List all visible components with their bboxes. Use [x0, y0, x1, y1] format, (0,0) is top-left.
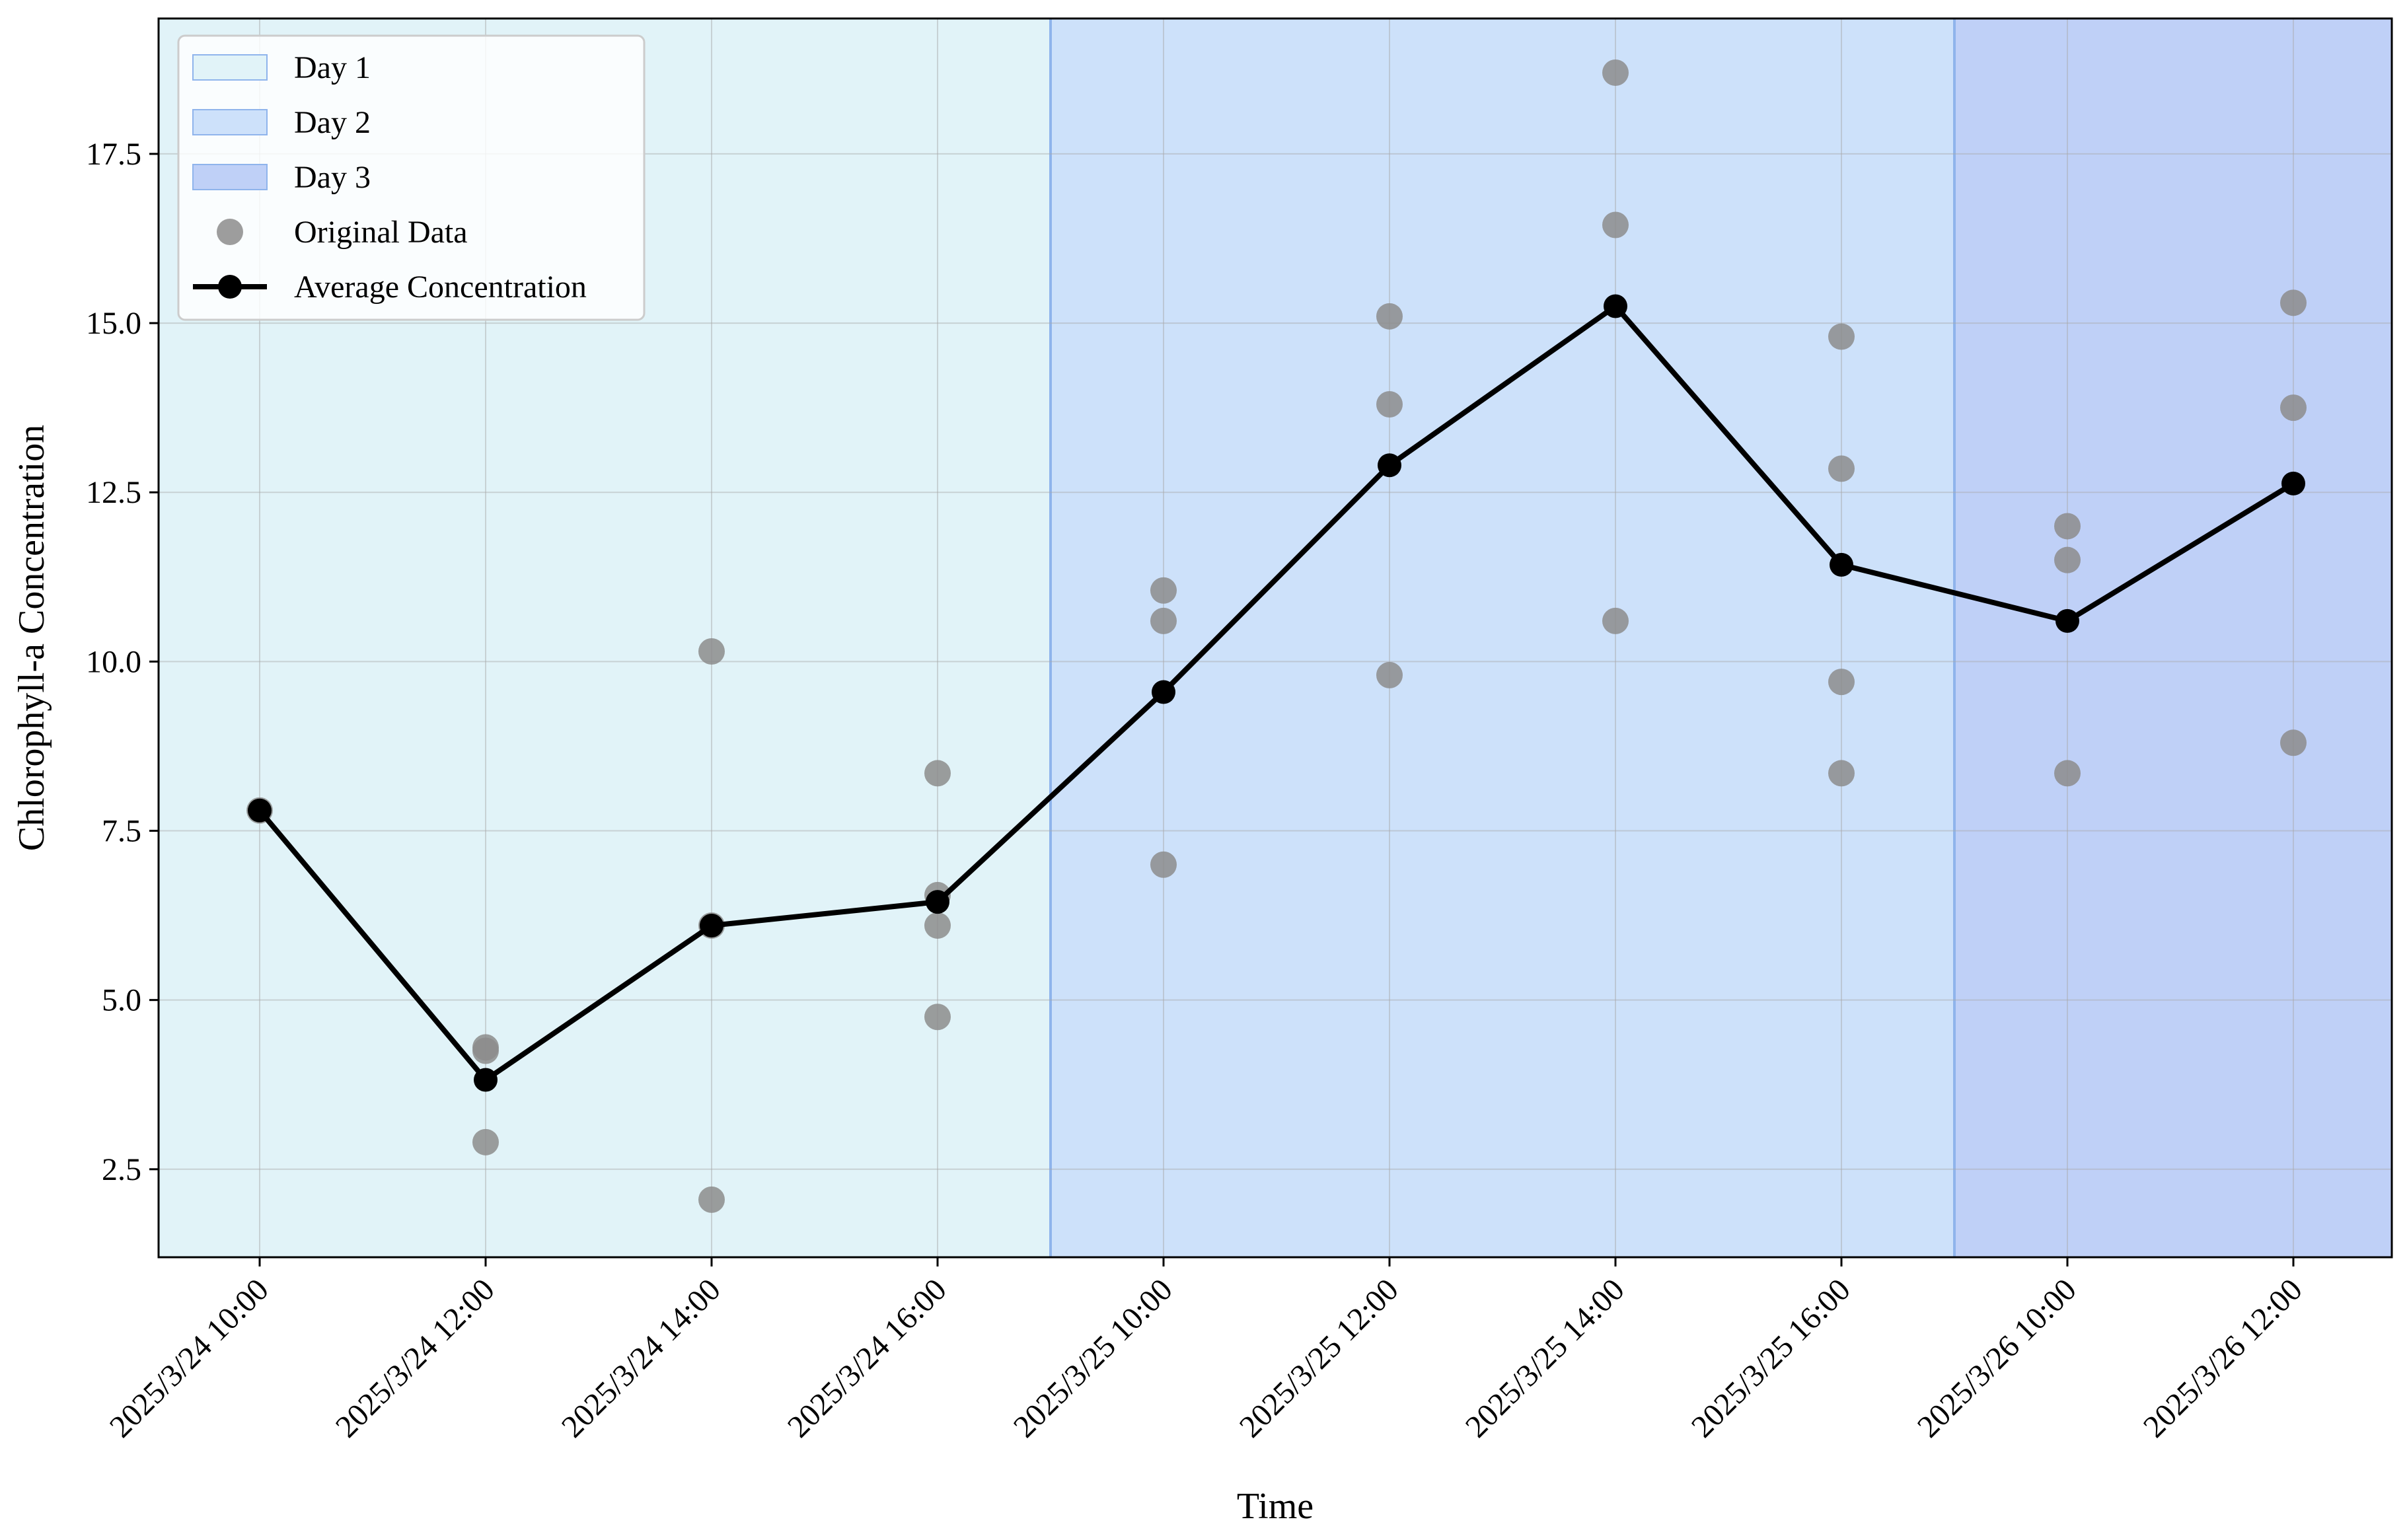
- y-tick-label: 7.5: [102, 814, 141, 849]
- x-tick-label: 2025/3/25 12:00: [1233, 1272, 1405, 1444]
- y-tick-label: 12.5: [86, 475, 141, 510]
- legend-swatch-day-3: [192, 164, 268, 190]
- average-concentration-point: [248, 798, 272, 823]
- average-concentration-point: [700, 913, 723, 937]
- legend-label: Original Data: [294, 215, 468, 250]
- original-data-point: [2280, 394, 2307, 422]
- legend-box: [177, 34, 646, 321]
- original-data-point: [1150, 577, 1177, 604]
- x-tick-label: 2025/3/24 10:00: [103, 1272, 276, 1444]
- x-tick-label: 2025/3/26 10:00: [1911, 1272, 2083, 1444]
- legend-label: Day 2: [294, 105, 371, 140]
- average-concentration-point: [2281, 471, 2305, 495]
- y-tick-label: 17.5: [86, 137, 141, 172]
- original-data-point: [1150, 851, 1177, 878]
- x-tick-label: 2025/3/24 16:00: [781, 1272, 953, 1444]
- day-span-2: [1051, 18, 1954, 1257]
- legend-swatch-day-1: [192, 54, 268, 81]
- original-data-point: [924, 1004, 951, 1031]
- average-concentration-point: [474, 1068, 498, 1092]
- x-tick-label: 2025/3/26 12:00: [2137, 1272, 2309, 1444]
- original-data-point: [1828, 455, 1855, 482]
- legend-label: Day 1: [294, 50, 371, 85]
- legend-label: Average Concentration: [294, 270, 587, 305]
- average-concentration-point: [1378, 453, 1401, 478]
- original-data-point: [2054, 513, 2081, 540]
- average-concentration-point: [2055, 608, 2079, 633]
- original-data-point: [1376, 391, 1403, 418]
- average-concentration-point: [1152, 680, 1175, 704]
- original-data-point: [1602, 607, 1629, 634]
- x-axis-title: Time: [1237, 1486, 1314, 1527]
- legend-marker-average: [218, 275, 242, 299]
- original-data-point: [2054, 760, 2081, 787]
- original-data-point: [698, 638, 725, 665]
- original-data-point: [1602, 59, 1629, 86]
- y-axis-title: Chlorophyll-a Concentration: [11, 425, 52, 851]
- plot-frame: [157, 17, 2393, 1259]
- original-data-point: [1828, 669, 1855, 696]
- original-data-point: [924, 760, 951, 787]
- x-tick-label: 2025/3/25 10:00: [1007, 1272, 1179, 1444]
- original-data-point: [1376, 661, 1403, 688]
- original-data-point: [1828, 323, 1855, 350]
- original-data-point: [472, 1037, 499, 1064]
- x-tick-label: 2025/3/24 12:00: [329, 1272, 501, 1444]
- original-data-point: [1602, 211, 1629, 238]
- y-axis-ticks: 2.5 5.0 7.5 10.0 12.5 15.0 17.5: [86, 137, 159, 1187]
- original-data-point: [2280, 729, 2307, 756]
- original-data-point: [1150, 607, 1177, 634]
- original-data-point: [2280, 289, 2307, 316]
- original-data-point: [924, 912, 951, 939]
- average-concentration-point: [926, 890, 949, 914]
- average-concentration-point: [1830, 552, 1853, 577]
- legend: Day 1 Day 2 Day 3 Original Data Average Conc…: [177, 34, 646, 321]
- legend-marker-original-data: [217, 219, 243, 245]
- average-concentration-point: [1604, 294, 1627, 318]
- legend-swatch-day-2: [192, 109, 268, 135]
- x-axis-ticks: 2025/3/24 10:00 2025/3/24 12:00 2025/3/24 …: [103, 1257, 2309, 1444]
- y-tick-label: 2.5: [102, 1152, 141, 1187]
- y-tick-label: 15.0: [86, 306, 141, 341]
- original-data-point: [2054, 546, 2081, 573]
- y-tick-label: 10.0: [86, 644, 141, 679]
- x-tick-label: 2025/3/25 14:00: [1459, 1272, 1631, 1444]
- grid-lines: [159, 18, 2392, 1257]
- day-span-3: [1954, 18, 2392, 1257]
- x-tick-label: 2025/3/25 16:00: [1685, 1272, 1857, 1444]
- average-concentration-series: [248, 294, 2305, 1092]
- legend-label: Day 3: [294, 160, 371, 195]
- average-concentration-line: [257, 303, 2295, 1083]
- x-tick-label: 2025/3/24 14:00: [555, 1272, 727, 1444]
- y-tick-label: 5.0: [102, 983, 141, 1018]
- original-data-point: [1828, 760, 1855, 787]
- original-data-point: [472, 1128, 499, 1155]
- original-data-point: [698, 1186, 725, 1213]
- original-data-point: [1376, 303, 1403, 330]
